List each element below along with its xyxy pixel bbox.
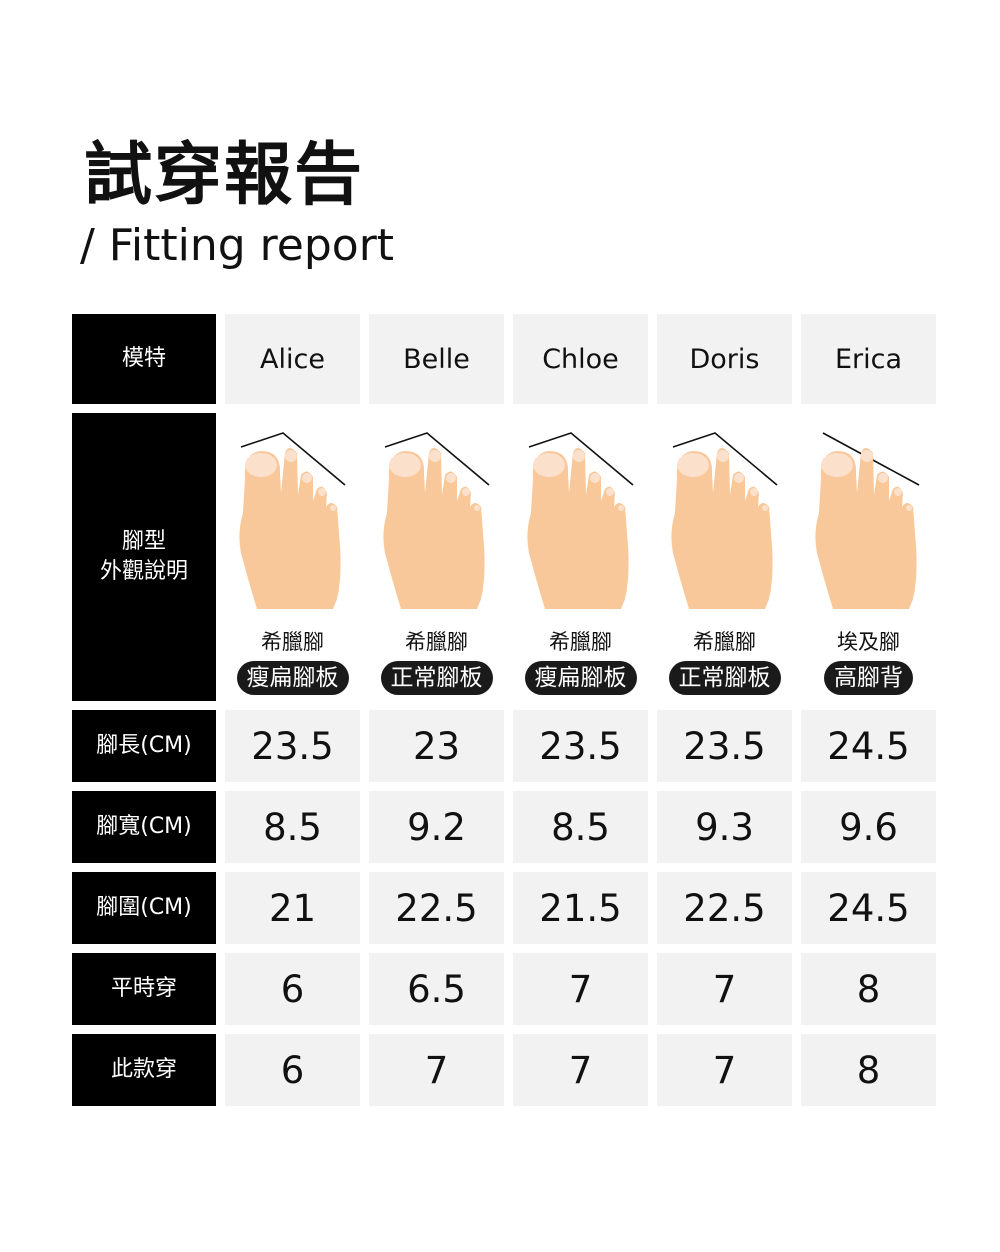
width-value: 9.2 [369,791,504,863]
girth-value: 21.5 [513,872,648,944]
foot-cell: 希臘腳 正常腳板 [657,413,792,701]
foot-illustration [383,432,490,609]
girth-value: 21 [225,872,360,944]
this-value: 7 [369,1034,504,1106]
usual-value: 6 [225,953,360,1025]
model-name: Erica [801,314,936,404]
model-name: Alice [225,314,360,404]
foot-type-label: 希臘腳 [693,630,756,654]
usual-value: 7 [513,953,648,1025]
girth-value: 22.5 [657,872,792,944]
row-label-usual-size: 平時穿 [72,953,216,1025]
this-value: 7 [513,1034,648,1106]
foot-illustration [671,432,778,609]
model-name: Chloe [513,314,648,404]
this-value: 8 [801,1034,936,1106]
foot-badge: 瘦扁腳板 [524,661,637,695]
foot-illustration [527,432,634,609]
width-value: 8.5 [513,791,648,863]
foot-type-label: 希臘腳 [261,630,324,654]
length-value: 23 [369,710,504,782]
row-label-foot-type: 腳型 外觀說明 [72,413,216,701]
length-value: 23.5 [225,710,360,782]
length-value: 24.5 [801,710,936,782]
row-label-this-size: 此款穿 [72,1034,216,1106]
girth-value: 22.5 [369,872,504,944]
foot-type-label: 埃及腳 [837,630,900,654]
foot-illustration [239,432,346,609]
page-subtitle: / Fitting report [80,220,395,271]
row-label-model: 模特 [72,314,216,404]
foot-badge: 正常腳板 [380,661,493,695]
length-value: 23.5 [657,710,792,782]
this-value: 6 [225,1034,360,1106]
foot-illustration [815,432,920,609]
usual-value: 8 [801,953,936,1025]
foot-cell: 埃及腳 高腳背 [801,413,936,701]
row-label-width: 腳寬(CM) [72,791,216,863]
length-value: 23.5 [513,710,648,782]
foot-type-label: 希臘腳 [549,630,612,654]
foot-cell: 希臘腳 瘦扁腳板 [513,413,648,701]
row-label-girth: 腳圍(CM) [72,872,216,944]
fitting-table: 模特 Alice Belle Chloe Doris Erica 腳型 外觀說明 希臘腳瘦扁… [72,314,936,1106]
page-title: 試穿報告 [84,136,365,215]
usual-value: 6.5 [369,953,504,1025]
foot-cell: 希臘腳 瘦扁腳板 [225,413,360,701]
row-label-length: 腳長(CM) [72,710,216,782]
model-name: Doris [657,314,792,404]
width-value: 9.3 [657,791,792,863]
width-value: 9.6 [801,791,936,863]
foot-badge: 瘦扁腳板 [236,661,349,695]
foot-cell: 希臘腳 正常腳板 [369,413,504,701]
this-value: 7 [657,1034,792,1106]
width-value: 8.5 [225,791,360,863]
foot-badge: 正常腳板 [668,661,781,695]
foot-badge: 高腳背 [824,661,913,695]
usual-value: 7 [657,953,792,1025]
foot-type-label: 希臘腳 [405,630,468,654]
model-name: Belle [369,314,504,404]
girth-value: 24.5 [801,872,936,944]
